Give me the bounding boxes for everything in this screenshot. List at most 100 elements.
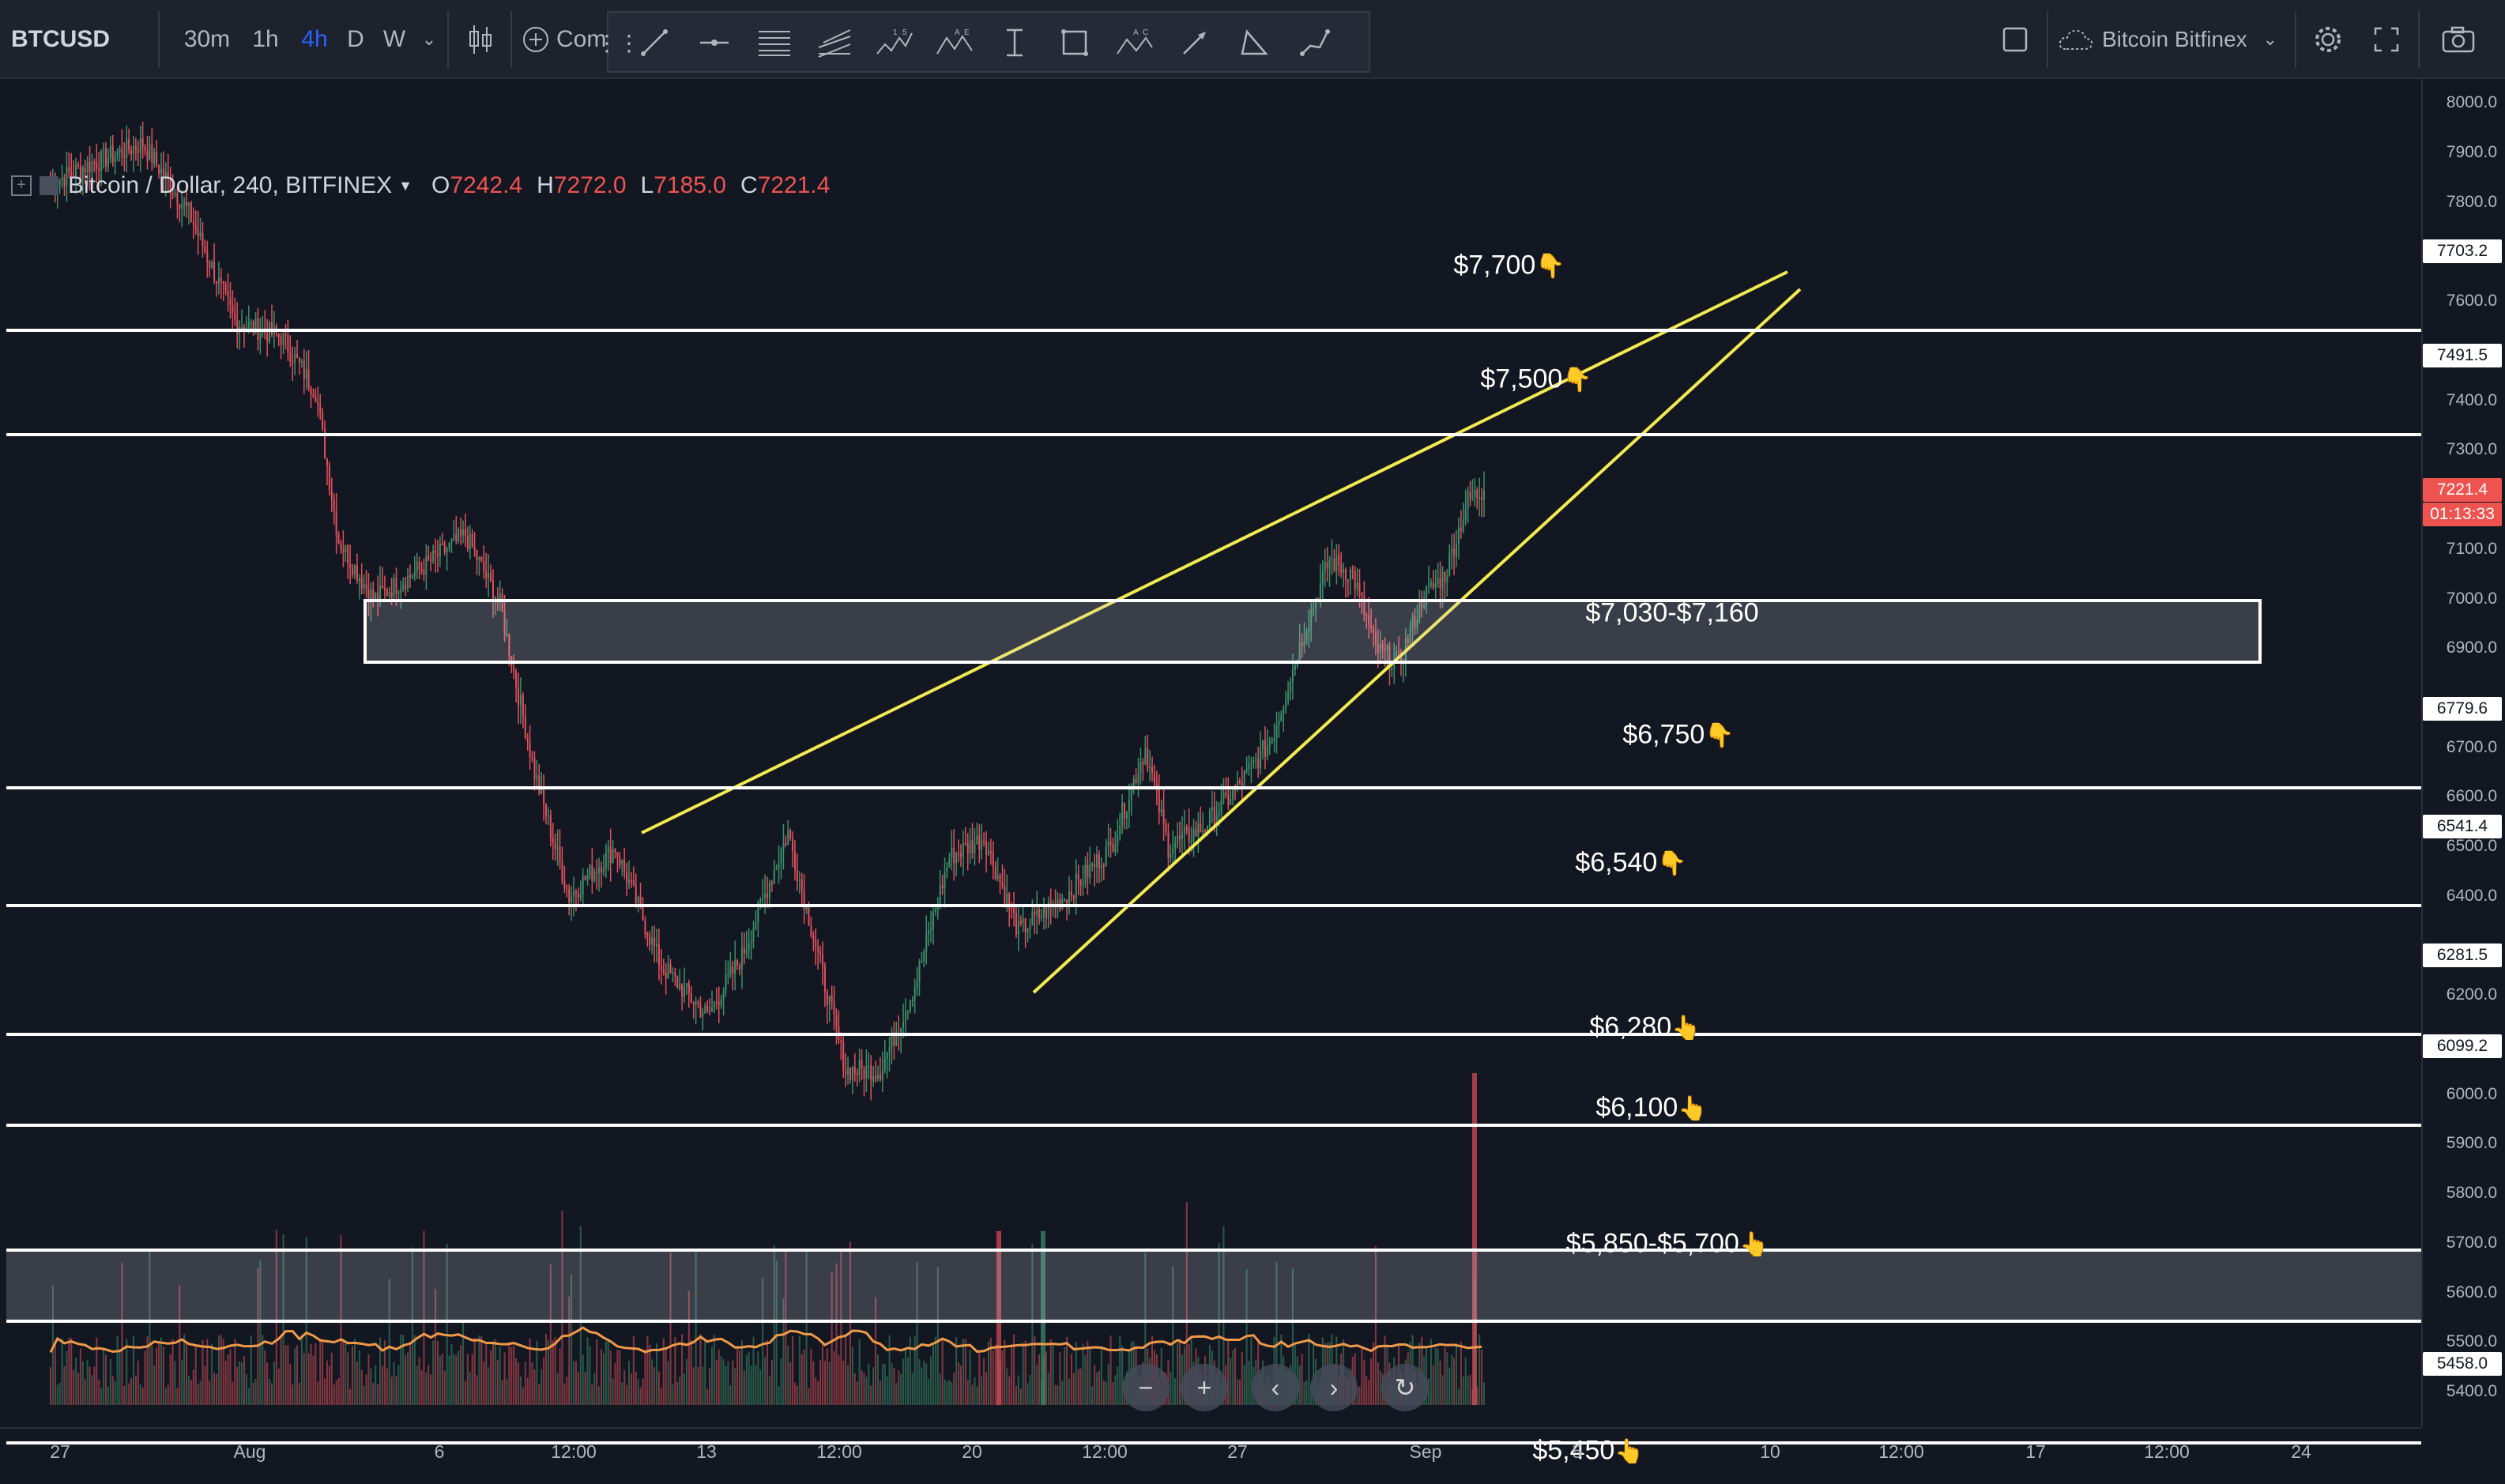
legend-chevron-down-icon[interactable]: ▼: [398, 177, 412, 194]
rectangle-tool[interactable]: [1049, 19, 1100, 66]
chart-style-button[interactable]: [458, 11, 503, 68]
volume-bar: [1117, 1366, 1119, 1405]
legend-title[interactable]: Bitcoin / Dollar, 240, BITFINEX: [68, 172, 393, 198]
level-price-label[interactable]: $6,280👆: [1589, 1012, 1701, 1043]
horizontal-level-line[interactable]: [6, 328, 2421, 332]
price-tick-label: 6200.0: [2446, 985, 2497, 1004]
volume-bar: [229, 1348, 232, 1405]
volume-bar: [469, 1372, 471, 1405]
candle-body: [1482, 489, 1486, 500]
trend-line-tool[interactable]: [629, 19, 680, 66]
symbol-search-button[interactable]: BTCUSD: [11, 26, 110, 52]
triangle-tool[interactable]: [1230, 19, 1280, 66]
candle-body: [798, 879, 800, 882]
level-price-label[interactable]: $5,450👆: [1532, 1436, 1644, 1467]
volume-bar: [644, 1350, 646, 1405]
reset-chart-button[interactable]: ↻: [1381, 1364, 1429, 1411]
horizontal-level-line[interactable]: [6, 904, 2421, 908]
interval-1h[interactable]: 1h: [252, 26, 279, 52]
volume-bar: [134, 1375, 137, 1405]
candle-body: [536, 775, 538, 779]
volume-bar: [559, 1348, 561, 1405]
horizontal-level-line[interactable]: [6, 785, 2421, 789]
volume-bar: [1298, 1365, 1301, 1405]
layout-square-button[interactable]: [1991, 11, 2039, 68]
zoom-in-button[interactable]: +: [1181, 1364, 1228, 1411]
candle-body: [1243, 770, 1245, 786]
support-zone-box[interactable]: [6, 1248, 2421, 1323]
candle-body: [181, 204, 183, 209]
level-price-label[interactable]: $7,700👇: [1453, 250, 1565, 281]
snapshot-button[interactable]: [2431, 11, 2486, 68]
upper-trendline[interactable]: [641, 270, 1788, 834]
price-axis[interactable]: 8000.0 7900.0 7800.0 7600.0 7400.0 7300.0 7100…: [2421, 79, 2505, 1427]
fullscreen-button[interactable]: [2363, 11, 2410, 68]
horizontal-level-line[interactable]: [6, 1441, 2421, 1444]
candle-body: [1190, 841, 1192, 843]
candle-body: [370, 589, 372, 603]
volume-bar: [944, 1379, 946, 1405]
drawbar-drag-handle[interactable]: ⋮⋮: [596, 30, 640, 55]
volume-bar: [921, 1367, 923, 1405]
date-range-tool[interactable]: [989, 19, 1040, 66]
interval-30m[interactable]: 30m: [183, 26, 231, 52]
parallel-channel-tool[interactable]: [749, 19, 800, 66]
horizontal-level-line[interactable]: [6, 1033, 2421, 1037]
volume-bar: [436, 1341, 439, 1405]
zone-price-label[interactable]: $5,850-$5,700👆: [1566, 1229, 1769, 1260]
horizontal-level-line[interactable]: [6, 1123, 2421, 1127]
candle-body: [337, 534, 340, 544]
cloud-icon: [2059, 29, 2093, 50]
level-price-label[interactable]: $7,500👇: [1480, 364, 1592, 395]
candle-body: [386, 589, 388, 596]
time-axis[interactable]: 27 Aug 6 12:00 13 12:00 20 12:00 27 Sep 5 10 12:00 17…: [0, 1427, 2421, 1484]
scroll-left-button[interactable]: ‹: [1252, 1364, 1299, 1411]
candle-body: [596, 872, 598, 874]
zone-price-label[interactable]: $7,030-$7,160: [1585, 598, 1758, 629]
volume-bar: [326, 1360, 328, 1405]
level-price-label[interactable]: $6,540👇: [1575, 848, 1686, 879]
volume-bar: [662, 1338, 665, 1405]
candle-body: [186, 202, 188, 206]
level-price-label[interactable]: $6,100👆: [1595, 1093, 1707, 1124]
scroll-right-button[interactable]: ›: [1310, 1364, 1358, 1411]
pitchfork-tool[interactable]: [809, 19, 860, 66]
volume-bar: [1017, 1375, 1019, 1405]
candle-body: [282, 333, 284, 345]
zoom-out-button[interactable]: −: [1122, 1364, 1170, 1411]
volume-bar: [1476, 1386, 1479, 1405]
interval-4h[interactable]: 4h: [301, 26, 328, 52]
exchange-selector[interactable]: Bitcoin Bitfinex ⌄: [2058, 11, 2287, 68]
horizontal-level-line[interactable]: [6, 433, 2421, 437]
interval-dropdown-chevron-icon[interactable]: ⌄: [421, 29, 437, 49]
resistance-zone-box[interactable]: [364, 599, 2262, 664]
collapse-legend-icon[interactable]: +: [11, 175, 32, 196]
volume-bar: [785, 1251, 787, 1405]
interval-w[interactable]: W: [382, 26, 406, 52]
compare-button[interactable]: Com: [522, 11, 608, 68]
arrow-tool[interactable]: [1170, 19, 1220, 66]
volume-bar: [992, 1350, 994, 1405]
chart-pane[interactable]: $7,700👇 $7,500👇 $6,750👇 $6,540👇 $6,280👆 $6,10…: [0, 79, 2421, 1466]
price-chart[interactable]: [0, 79, 2421, 1427]
volume-bar: [533, 1369, 536, 1405]
path-tool[interactable]: [1290, 19, 1340, 66]
candle-body: [803, 890, 805, 910]
candle-body: [84, 168, 86, 173]
horizontal-ray-tool[interactable]: [689, 19, 740, 66]
candle-body: [1008, 893, 1011, 909]
candle-body: [405, 584, 407, 589]
candle-body: [736, 959, 739, 966]
candle-body: [637, 896, 639, 904]
level-price-label[interactable]: $6,750👇: [1622, 720, 1734, 751]
candle-body: [1208, 810, 1211, 827]
settings-button[interactable]: [2304, 11, 2352, 68]
lower-trendline[interactable]: [1032, 288, 1802, 994]
volume-bar: [236, 1366, 239, 1405]
volume-bar: [725, 1365, 727, 1405]
interval-d[interactable]: D: [347, 26, 364, 52]
volume-bar: [402, 1334, 405, 1405]
